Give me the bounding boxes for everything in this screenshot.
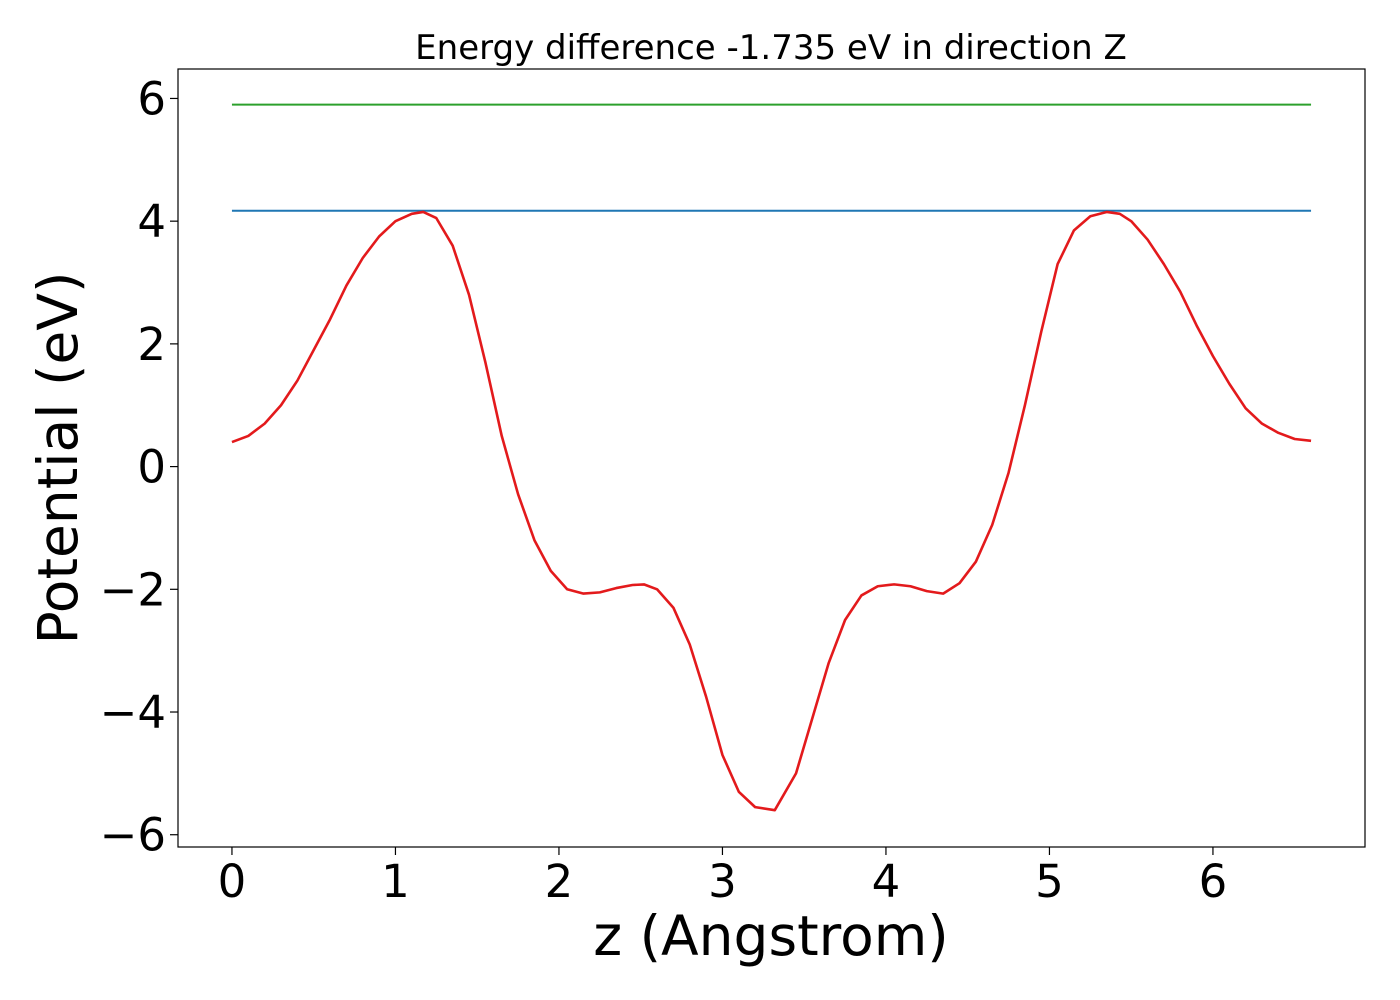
y-axis-ticks: −6 −4 −2 0 2 4 6 <box>100 72 178 862</box>
x-tick-label: 6 <box>1199 855 1228 908</box>
x-tick-label: 4 <box>872 855 901 908</box>
y-tick-label: 0 <box>137 441 166 494</box>
y-tick-label: −4 <box>100 686 166 739</box>
x-axis-ticks: 0 1 2 3 4 5 6 <box>218 847 1228 908</box>
chart-title: Energy difference -1.735 eV in direction… <box>415 28 1127 68</box>
x-tick-label: 1 <box>381 855 410 908</box>
series-line-3 <box>231 210 1312 812</box>
plot-frame <box>177 68 1366 848</box>
y-tick-label: −2 <box>100 563 166 616</box>
y-axis-title: Potential (eV) <box>26 272 90 645</box>
x-axis-title: z (Angstrom) <box>593 904 949 968</box>
x-tick-label: 3 <box>708 855 737 908</box>
y-tick-label: 6 <box>137 72 166 125</box>
y-tick-label: 2 <box>137 318 166 371</box>
series-layer <box>231 103 1312 812</box>
x-tick-label: 0 <box>218 855 247 908</box>
y-tick-label: 4 <box>137 195 166 248</box>
x-tick-label: 2 <box>545 855 574 908</box>
y-tick-label: −6 <box>100 809 166 862</box>
x-tick-label: 5 <box>1035 855 1064 908</box>
